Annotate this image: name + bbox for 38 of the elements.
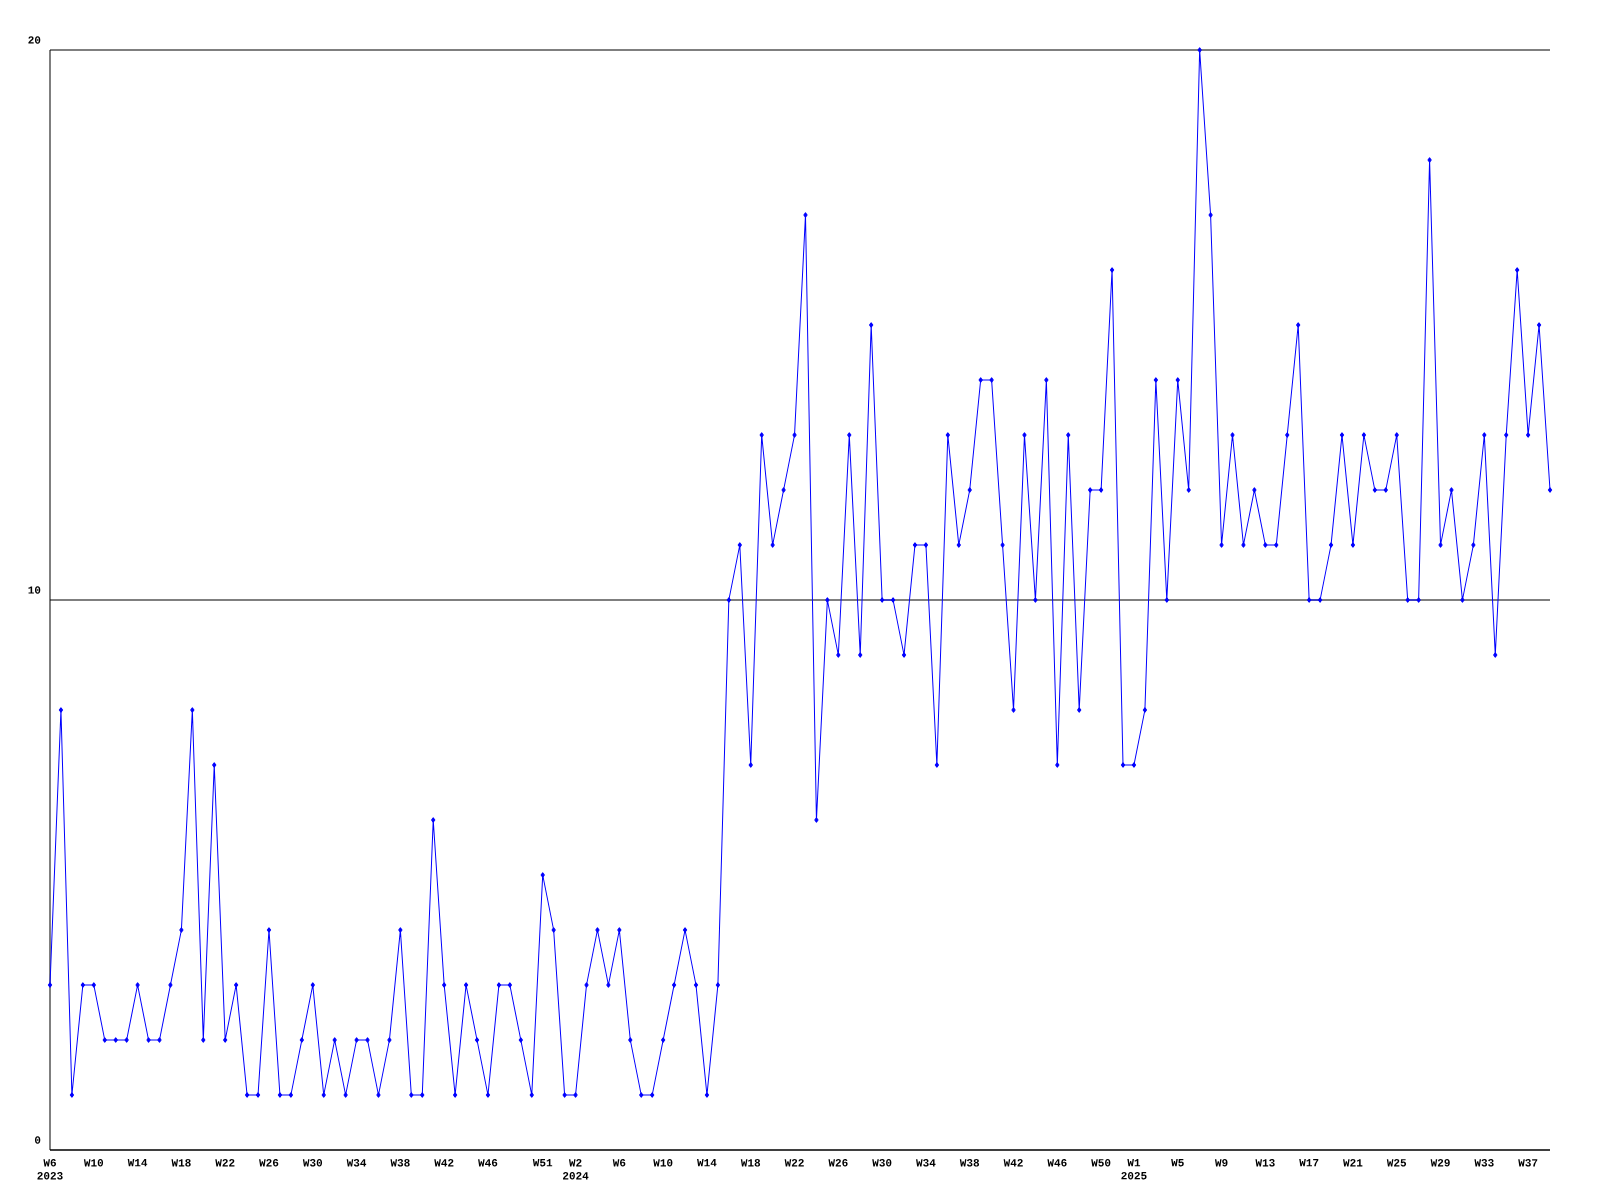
x-tick-label: W18 xyxy=(171,1159,191,1167)
x-tick-label: W42 xyxy=(1003,1159,1023,1167)
x-tick-label: W17 xyxy=(1299,1159,1319,1167)
x-tick-label: W25 xyxy=(1386,1159,1407,1167)
x-tick-label: W34 xyxy=(346,1159,367,1167)
x-tick-label: W38 xyxy=(390,1159,410,1167)
x-tick-label: W26 xyxy=(259,1159,279,1167)
x-tick-label: W30 xyxy=(872,1159,892,1167)
x-tick-label: W30 xyxy=(302,1159,323,1167)
x-tick-label: W13 xyxy=(1255,1159,1275,1167)
x-tick-label: W33 xyxy=(1474,1159,1494,1167)
y-tick-label: 10 xyxy=(28,586,41,594)
x-tick-label: W51 xyxy=(532,1159,553,1167)
x-tick-label: W18 xyxy=(740,1159,761,1167)
x-tick-label: W46 xyxy=(478,1159,498,1167)
y-tick-label: 0 xyxy=(34,1136,41,1144)
x-tick-label: W29 xyxy=(1430,1159,1450,1167)
y-tick-label: 20 xyxy=(28,36,41,44)
x-tick-label: W6 2023 xyxy=(37,1159,63,1180)
x-tick-label: W14 xyxy=(697,1159,717,1167)
x-tick-label: W9 xyxy=(1214,1159,1228,1167)
x-tick-label: W21 xyxy=(1343,1159,1363,1167)
x-tick-label: W34 xyxy=(916,1159,936,1167)
x-tick-label: W22 xyxy=(215,1159,235,1167)
x-tick-label: W37 xyxy=(1518,1159,1538,1167)
x-tick-label: W42 xyxy=(434,1159,454,1167)
x-tick-label: W1 2025 xyxy=(1121,1159,1147,1180)
x-tick-label: W26 xyxy=(828,1159,848,1167)
x-tick-label: W2 2024 xyxy=(563,1159,589,1180)
x-tick-label: W22 xyxy=(784,1159,804,1167)
x-tick-label: W14 xyxy=(127,1159,148,1167)
x-tick-label: W6 xyxy=(612,1159,626,1167)
x-tick-label: W50 xyxy=(1091,1159,1111,1167)
x-tick-label: W38 xyxy=(959,1159,980,1167)
x-tick-label: W46 xyxy=(1047,1159,1067,1167)
x-tick-label: W10 xyxy=(83,1159,104,1167)
x-tick-label: W5 xyxy=(1171,1159,1184,1167)
x-tick-label: W10 xyxy=(653,1159,673,1167)
